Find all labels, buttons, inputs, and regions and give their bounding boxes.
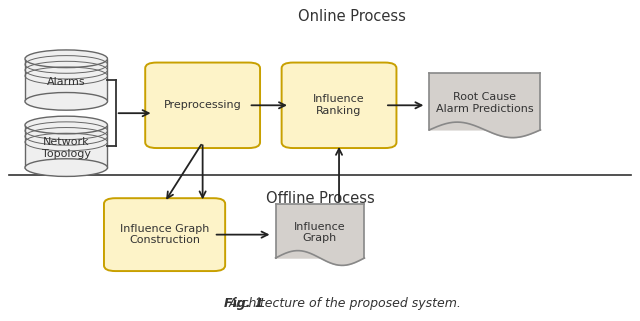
Polygon shape	[25, 125, 108, 168]
Ellipse shape	[25, 116, 108, 134]
Text: Influence
Graph: Influence Graph	[294, 221, 346, 243]
Text: Fig. 1: Fig. 1	[224, 297, 264, 309]
Text: Online Process: Online Process	[298, 10, 406, 24]
Ellipse shape	[25, 50, 108, 68]
Text: Influence Graph
Construction: Influence Graph Construction	[120, 224, 209, 246]
Polygon shape	[429, 122, 540, 138]
Polygon shape	[276, 251, 364, 265]
Ellipse shape	[25, 92, 108, 110]
Polygon shape	[429, 73, 540, 130]
Text: Root Cause
Alarm Predictions: Root Cause Alarm Predictions	[436, 92, 534, 114]
FancyBboxPatch shape	[104, 198, 225, 271]
Text: Network
Topology: Network Topology	[42, 137, 91, 159]
FancyBboxPatch shape	[145, 63, 260, 148]
Polygon shape	[25, 59, 108, 101]
Text: Preprocessing: Preprocessing	[164, 100, 241, 110]
FancyBboxPatch shape	[282, 63, 396, 148]
Ellipse shape	[25, 159, 108, 177]
Polygon shape	[276, 204, 364, 258]
Text: Architecture of the proposed system.: Architecture of the proposed system.	[229, 297, 462, 309]
Text: Influence
Ranking: Influence Ranking	[313, 94, 365, 116]
Text: Offline Process: Offline Process	[266, 191, 374, 206]
Text: Alarms: Alarms	[47, 77, 86, 87]
